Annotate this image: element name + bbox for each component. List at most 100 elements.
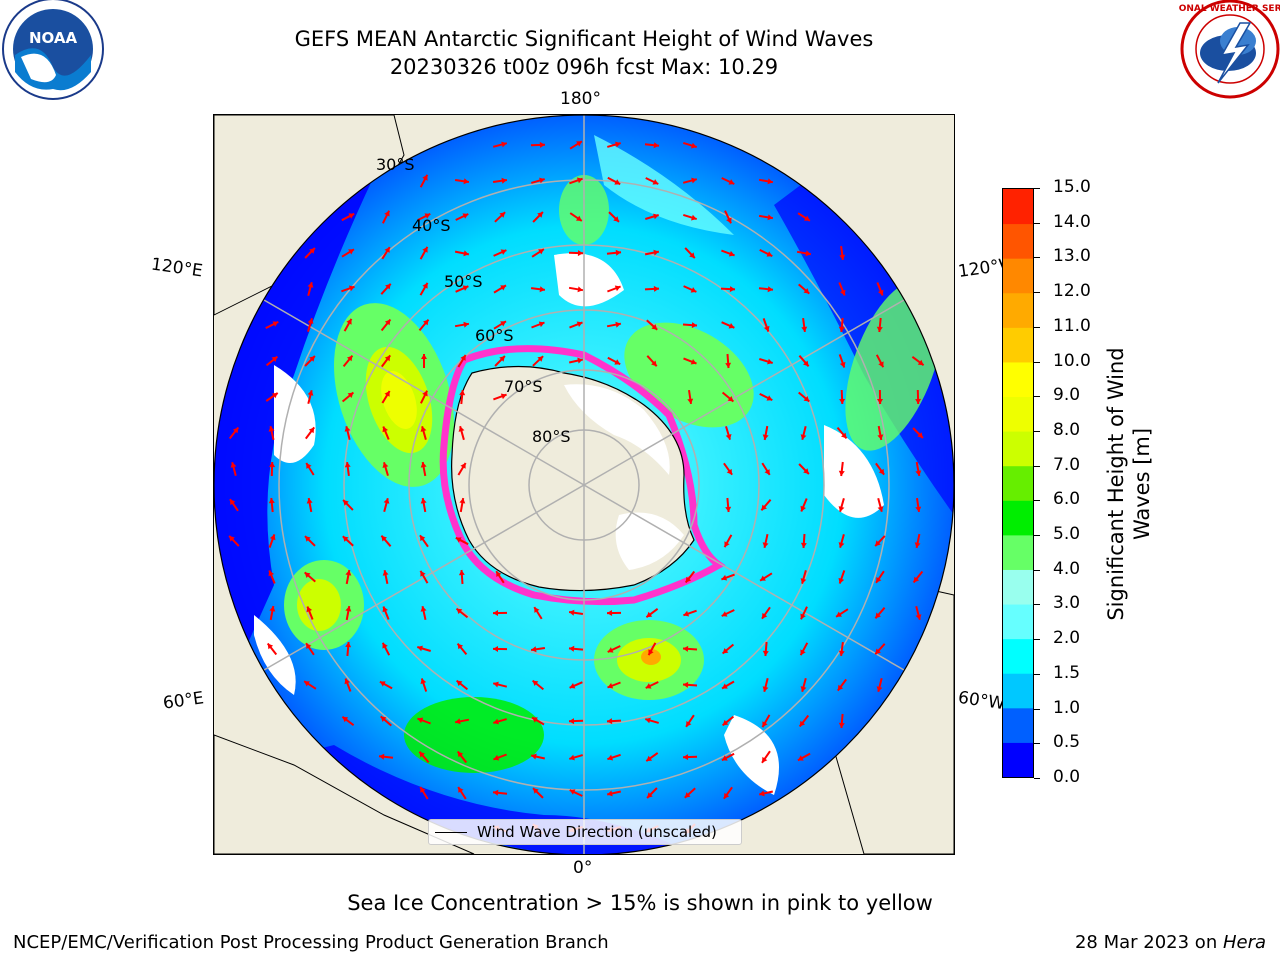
wave-arrow-head — [380, 716, 387, 722]
wave-arrow-head — [345, 606, 352, 612]
wave-arrow-head — [382, 606, 388, 613]
wave-arrow-head — [839, 361, 846, 368]
wave-arrow-head — [307, 390, 314, 396]
wave-arrow-head — [537, 356, 544, 362]
wave-arrow-head — [500, 321, 506, 327]
wave-arrow-head — [762, 721, 768, 728]
noaa-logo-text: NOAA — [29, 29, 78, 47]
wave-arrow-head — [420, 787, 426, 793]
wave-arrow-head — [269, 534, 276, 541]
wave-arrow-head — [615, 141, 621, 148]
colorbar-tick-mark — [1034, 535, 1040, 537]
wave-arrow-head — [420, 462, 427, 468]
wave-arrow-head — [691, 142, 697, 149]
colorbar-tick-label: 2.0 — [1053, 628, 1081, 649]
wave-arrow-head — [230, 499, 236, 506]
wave-arrow-head — [379, 753, 385, 760]
wave-arrow-head — [493, 718, 499, 725]
wave-arrow-head — [422, 390, 428, 397]
wave-arrow-head — [840, 289, 846, 296]
colorbar-bin — [1003, 500, 1033, 536]
wave-arrow-head — [577, 357, 583, 364]
lat-label-40s: 40°S — [412, 216, 451, 235]
wave-arrow-head — [382, 570, 389, 576]
colorbar-tick-mark — [1034, 257, 1040, 259]
wave-arrow-head — [691, 177, 697, 184]
wave-arrow-head — [646, 755, 653, 762]
wave-arrow-head — [804, 215, 810, 221]
wave-arrow-head — [421, 354, 427, 359]
wave-arrow-head — [839, 254, 846, 260]
wave-arrow-head — [607, 790, 613, 797]
wave-arrow-head — [877, 506, 884, 512]
map-panel: 30°S 40°S 50°S 60°S 70°S 80°S — [213, 114, 955, 855]
wave-arrow-head — [307, 282, 314, 288]
wave-arrow-head — [463, 250, 469, 257]
graticule — [214, 115, 954, 854]
wave-arrow-head — [385, 283, 391, 290]
wave-arrow-head — [539, 141, 545, 148]
colorbar-tick-label: 11.0 — [1053, 315, 1091, 336]
wave-arrow-head — [462, 213, 469, 219]
wave-arrow-head — [307, 318, 314, 324]
wave-arrow-head — [729, 286, 735, 293]
wave-arrow-head — [767, 286, 773, 293]
wave-arrow-head — [232, 427, 239, 434]
wave-arrow-head — [838, 542, 845, 548]
lon-label-0: 0° — [573, 858, 593, 878]
wave-arrow-head — [763, 325, 770, 332]
wave-arrow-head — [532, 717, 538, 723]
wave-arrow-head — [493, 610, 498, 616]
wave-arrow-head — [455, 718, 461, 725]
wave-arrow-head — [384, 319, 391, 326]
wave-arrow-head — [876, 577, 882, 583]
wave-arrow-head — [915, 398, 922, 404]
wave-arrow-head — [272, 321, 279, 327]
wind-wave-arrows — [228, 140, 925, 835]
legend-label: Wind Wave Direction (unscaled) — [477, 823, 717, 841]
wave-arrow-head — [762, 650, 769, 656]
wave-arrow-head — [615, 321, 621, 328]
wave-arrow-head — [420, 678, 427, 685]
wave-arrow-head — [836, 611, 842, 617]
wave-arrow-head — [462, 285, 469, 291]
wave-arrow-head — [764, 469, 770, 475]
wave-arrow-head — [384, 391, 390, 397]
wave-arrow-head — [838, 326, 845, 332]
colorbar-tick-mark — [1034, 326, 1040, 328]
wave-arrow-head — [576, 141, 582, 147]
wave-arrow-head — [687, 398, 694, 404]
wave-arrow-head — [422, 174, 428, 181]
wave-arrow-head — [876, 686, 883, 692]
wave-arrow-head — [456, 680, 463, 687]
nws-logo-text: NATIONAL WEATHER SERVICE — [1178, 4, 1280, 14]
wave-arrow-head — [767, 178, 773, 185]
wave-arrow-head — [875, 612, 881, 619]
wave-arrow-head — [767, 214, 773, 221]
wave-arrow-head — [805, 250, 811, 257]
wave-arrow-head — [653, 142, 659, 149]
colorbar-tick-mark — [1034, 569, 1040, 571]
wave-arrow-head — [766, 251, 773, 257]
wave-arrow-head — [761, 504, 767, 511]
wave-arrow-head — [915, 470, 922, 476]
wave-arrow-head — [762, 542, 769, 548]
colorbar-tick-mark — [1034, 188, 1040, 189]
wave-arrow-head — [499, 212, 506, 218]
wave-arrow-head — [760, 575, 766, 581]
lat-label-70s: 70°S — [504, 377, 543, 396]
wave-arrow-head — [653, 213, 659, 220]
colorbar-bin — [1003, 638, 1033, 674]
wave-arrow-head — [647, 792, 653, 798]
wave-arrow-head — [576, 177, 583, 184]
colorbar-tick-mark — [1034, 465, 1040, 467]
colorbar-tick-mark — [1034, 639, 1040, 641]
wave-arrow-head — [267, 643, 274, 650]
colorbar-tick-mark — [1034, 673, 1040, 675]
wave-arrow-head — [913, 576, 920, 583]
wave-arrow-head — [683, 610, 690, 617]
wave-arrow-head — [384, 210, 390, 217]
wave-arrow-head — [379, 681, 386, 687]
wave-arrow-head — [348, 285, 355, 292]
wave-arrow-head — [838, 722, 845, 728]
